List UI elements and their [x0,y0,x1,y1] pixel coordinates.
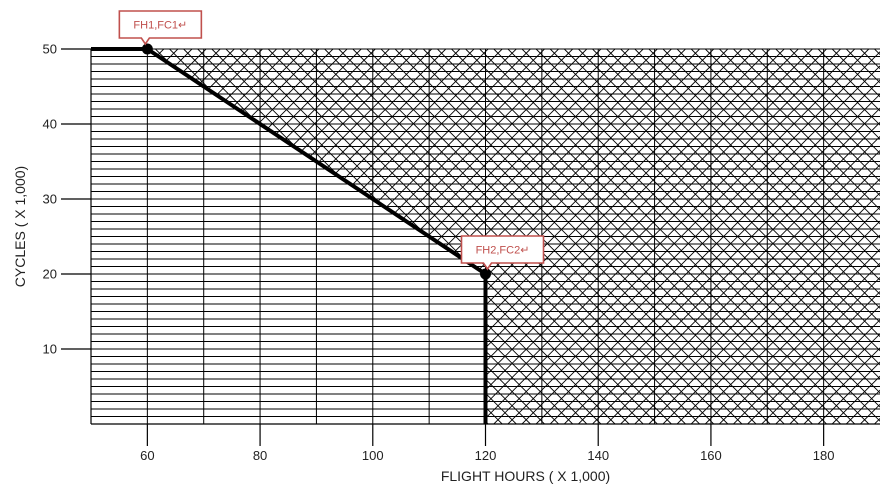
hatch-line [507,49,880,424]
x-tick-label: 120 [475,448,497,463]
x-axis-label: FLIGHT HOURS ( X 1,000) [441,468,610,484]
callout: FH1,FC1↵ [118,10,203,46]
hatch-line [747,49,880,424]
callout-box [118,10,203,46]
hatch-line [775,49,880,424]
x-tick-label: 80 [253,448,267,463]
x-tick-label: 100 [362,448,384,463]
hatch-line [606,49,880,424]
hatch-line [889,49,893,424]
hatch-line [761,49,880,424]
hatch-line [592,49,880,424]
hatch-line [803,49,880,424]
hatch-line [789,49,880,424]
callout: FH2,FC2↵ [460,235,545,271]
hatch-line [733,49,880,424]
y-tick-label: 20 [43,267,57,282]
hatch-line [620,49,880,424]
y-tick-label: 30 [43,192,57,207]
hatch-line [0,49,65,424]
axis-ticks: 10 20 30 40 50 60 80 100 120 140 160 180 [43,42,835,464]
hatch-line [662,49,880,424]
hatch-line [704,49,880,424]
hatch-line [761,49,880,424]
x-tick-label: 160 [700,448,722,463]
hatch-line [775,49,880,424]
hatch-line [803,49,880,424]
hatch-line [704,49,880,424]
hatch-line [634,49,880,424]
hatch-line [889,49,893,424]
callouts: FH1,FC1↵ FH2,FC2↵ [118,10,545,271]
y-axis-label: CYCLES ( X 1,000) [12,166,28,287]
hatch-line [578,49,880,424]
hatch-line [479,49,856,424]
hatch-line [747,49,880,424]
x-tick-label: 60 [140,448,154,463]
hatch-line [465,49,841,424]
hatch-line [719,49,880,424]
hatch-line [690,49,880,424]
boundary-line [91,47,488,424]
hatch-line [535,49,880,424]
x-tick-label: 140 [587,448,609,463]
boundary-point [480,268,491,280]
y-tick-label: 10 [43,342,57,357]
hatch-line [521,49,880,424]
hatch-line [493,49,870,424]
callout-label: FH1,FC1↵ [133,20,187,32]
hatch-line [437,49,813,424]
hatch-line [733,49,880,424]
hatch-line [789,49,880,424]
x-tick-label: 180 [813,448,835,463]
hatch-line [676,49,880,424]
hatch-line [451,49,827,424]
boundary-polyline [91,47,488,424]
hatch-line [563,49,880,424]
boundary-point [141,43,153,55]
hatch-line [719,49,880,424]
boundary-points [141,43,491,280]
callout-box [460,235,545,271]
y-tick-label: 40 [43,117,57,132]
hatch-line [648,49,880,424]
hatch-line [0,49,65,424]
hatch-line [549,49,880,424]
y-tick-label: 50 [43,42,57,57]
callout-label: FH2,FC2↵ [476,245,530,257]
